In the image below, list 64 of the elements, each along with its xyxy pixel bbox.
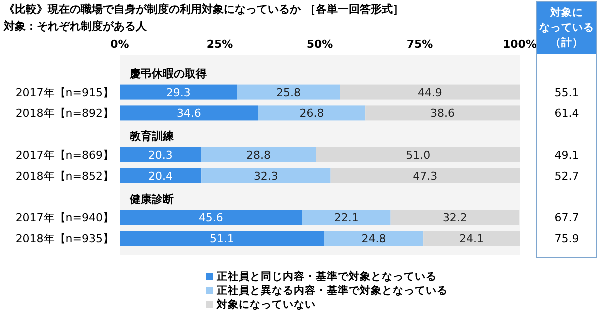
- data-label: 75.9: [554, 232, 580, 246]
- y-tick-label: 教育訓練: [129, 130, 175, 144]
- data-label: 45.6: [198, 212, 224, 225]
- data-label: 51.1: [210, 232, 234, 246]
- y-tick-label: 2017年【n=869】: [16, 149, 114, 162]
- data-label: 34.6: [176, 107, 202, 120]
- bar: [120, 106, 258, 121]
- data-label: 44.9: [418, 86, 442, 100]
- bar: [324, 231, 424, 246]
- text: 対象に: [550, 6, 584, 19]
- bar: [120, 231, 324, 246]
- y-tick-label: 2017年【n=915】: [16, 86, 114, 100]
- data-label: 32.2: [442, 212, 468, 225]
- data-label: 49.1: [554, 149, 580, 162]
- data-label: 52.7: [554, 170, 580, 183]
- data-label: 61.4: [554, 107, 580, 120]
- chart-title: 《比較》現在の職場で自身が制度の利用対象になっているか ［各単一回答形式］: [4, 3, 404, 16]
- text: （計）: [550, 36, 584, 49]
- data-label: 32.3: [254, 170, 278, 183]
- data-label: 20.3: [148, 149, 173, 162]
- x-tick-label: 25%: [206, 38, 234, 51]
- data-label: 20.4: [148, 170, 174, 183]
- legend-label: 対象になっていない: [216, 298, 316, 311]
- y-tick-label: 2018年【n=852】: [16, 170, 114, 183]
- bar: [340, 84, 520, 100]
- bar: [316, 148, 520, 162]
- bar: [302, 210, 391, 226]
- bar: [202, 168, 331, 184]
- data-label: 24.1: [460, 232, 484, 246]
- data-label: 24.8: [362, 232, 386, 246]
- text: なっている: [540, 22, 594, 34]
- data-label: 26.8: [300, 107, 324, 120]
- x-tick-label: 100%: [503, 38, 537, 51]
- bar: [366, 106, 520, 121]
- data-label: 38.6: [430, 107, 456, 120]
- bar: [424, 231, 520, 246]
- bar: [390, 210, 520, 226]
- data-label: 29.3: [166, 86, 191, 100]
- y-tick-label: 2018年【n=892】: [16, 107, 114, 120]
- x-tick-label: 75%: [406, 38, 434, 51]
- data-label: 55.1: [554, 86, 580, 100]
- data-label: 47.3: [413, 170, 438, 183]
- y-tick-label: 2018年【n=935】: [16, 232, 114, 246]
- x-tick-label: 50%: [306, 38, 334, 51]
- bar: [120, 168, 202, 184]
- data-label: 25.8: [276, 86, 302, 100]
- x-tick-label: 0%: [110, 38, 130, 51]
- legend-label: 正社員と同じ内容・基準で対象となっている: [216, 270, 437, 283]
- chart-subtitle: 対象：それぞれ制度がある人: [3, 20, 148, 33]
- y-tick-label: 2017年【n=940】: [16, 212, 114, 225]
- bar: [120, 84, 238, 100]
- y-tick-label: 健康診断: [129, 192, 174, 206]
- bar: [120, 210, 302, 226]
- data-label: 67.7: [554, 212, 580, 225]
- data-label: 51.0: [406, 149, 431, 162]
- bar: [120, 148, 202, 162]
- bar: [237, 84, 340, 100]
- data-label: 22.1: [334, 212, 359, 225]
- legend-label: 正社員と異なる内容・基準で対象となっている: [216, 284, 448, 297]
- y-tick-label: 慶弔休暇の取得: [129, 67, 207, 80]
- bar: [330, 168, 520, 184]
- bar: [201, 148, 316, 162]
- bar: [258, 106, 366, 121]
- data-label: 28.8: [246, 149, 272, 162]
